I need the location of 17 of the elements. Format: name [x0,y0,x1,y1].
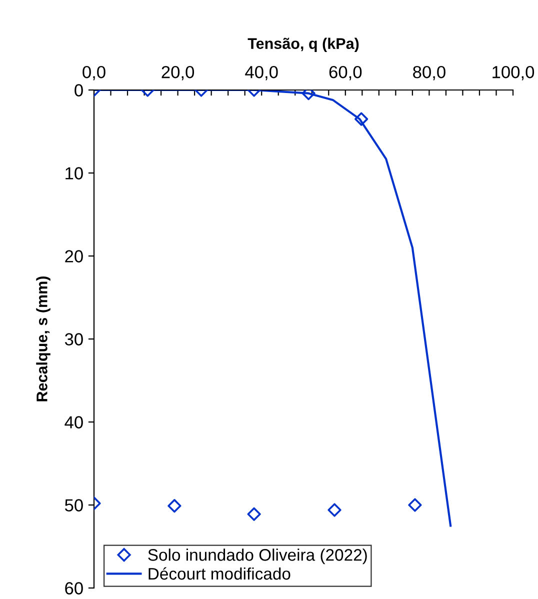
y-tick-label: 20 [65,250,83,262]
y-tick-label: 30 [64,333,83,346]
x-tick-label: 0,0 [82,66,106,80]
x-tick-label: 20,0 [162,66,194,80]
y-tick-label: 10 [66,167,83,180]
legend-label: Solo inundado Oliveira (2022) [148,548,367,564]
x-axis-title: Tensão, q (kPa) [248,38,359,52]
x-tick-label: 40,0 [245,66,278,80]
y-tick-label: 50 [64,499,83,512]
x-tick-label: 80,0 [413,66,446,80]
y-tick-label: 40 [64,416,83,428]
x-tick-label: 60,0 [329,66,362,80]
y-axis-title: Recalque, s (mm) [36,276,50,402]
x-tick-label: 100,0 [492,66,534,80]
y-tick-label: 60 [65,582,83,594]
legend-label: Décourt modificado [148,567,290,580]
y-tick-label: 0 [74,84,83,96]
